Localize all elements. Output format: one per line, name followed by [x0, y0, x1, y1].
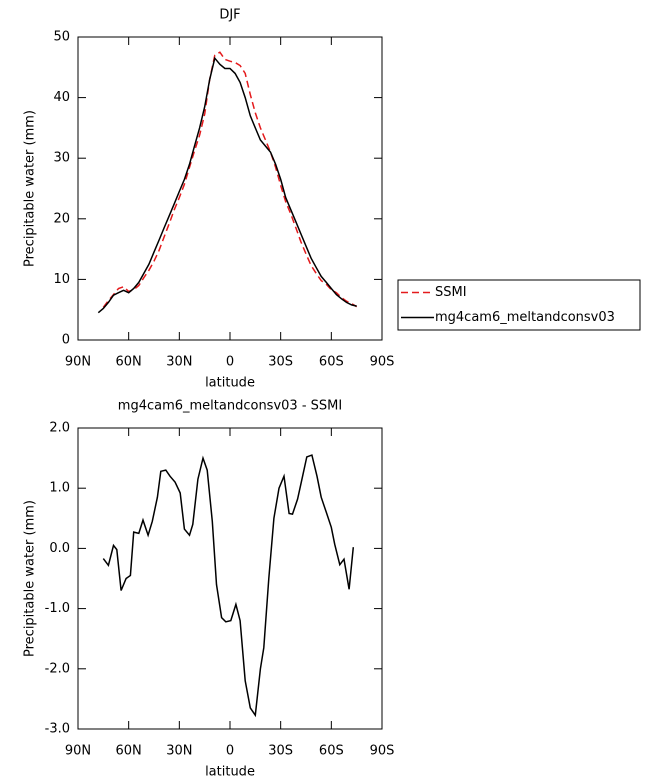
chart-title: mg4cam6_meltandconsv03 - SSMI [118, 399, 342, 414]
x-tick-label: 60S [319, 355, 344, 370]
y-tick-label: 0.0 [49, 541, 70, 556]
legend-box [397, 279, 641, 331]
data-line [102, 51, 358, 308]
y-tick-label: 0 [62, 333, 70, 348]
x-axis-label: latitude [205, 765, 255, 780]
x-tick-label: 90N [65, 744, 91, 759]
data-line [102, 454, 355, 718]
y-axis-label: Precipitable water (mm) [23, 500, 38, 657]
y-tick-label: 2.0 [49, 421, 70, 436]
x-tick-label: 0 [226, 355, 234, 370]
y-tick-label: -2.0 [45, 661, 70, 676]
y-axis-label: Precipitable water (mm) [23, 110, 38, 267]
x-axis-label: latitude [205, 376, 255, 391]
y-tick-label: 30 [53, 151, 70, 166]
legend-label: mg4cam6_meltandconsv03 [435, 310, 615, 325]
x-tick-label: 90S [370, 355, 395, 370]
x-tick-label: 30N [166, 744, 192, 759]
x-tick-label: 30N [166, 355, 192, 370]
y-tick-label: 10 [53, 272, 70, 287]
data-line [97, 56, 357, 314]
chart-title: DJF [219, 8, 240, 23]
plot-frame [77, 427, 383, 730]
x-tick-label: 30S [268, 744, 293, 759]
x-tick-label: 0 [226, 744, 234, 759]
x-tick-label: 60N [116, 744, 142, 759]
y-tick-label: -1.0 [45, 601, 70, 616]
x-tick-label: 30S [268, 355, 293, 370]
legend-label: SSMI [435, 285, 467, 300]
y-tick-label: -3.0 [45, 722, 70, 737]
y-tick-label: 50 [53, 30, 70, 45]
y-tick-label: 1.0 [49, 481, 70, 496]
x-tick-label: 60N [116, 355, 142, 370]
x-tick-label: 90N [65, 355, 91, 370]
x-tick-label: 60S [319, 744, 344, 759]
x-tick-label: 90S [370, 744, 395, 759]
y-tick-label: 20 [53, 211, 70, 226]
y-tick-label: 40 [53, 90, 70, 105]
